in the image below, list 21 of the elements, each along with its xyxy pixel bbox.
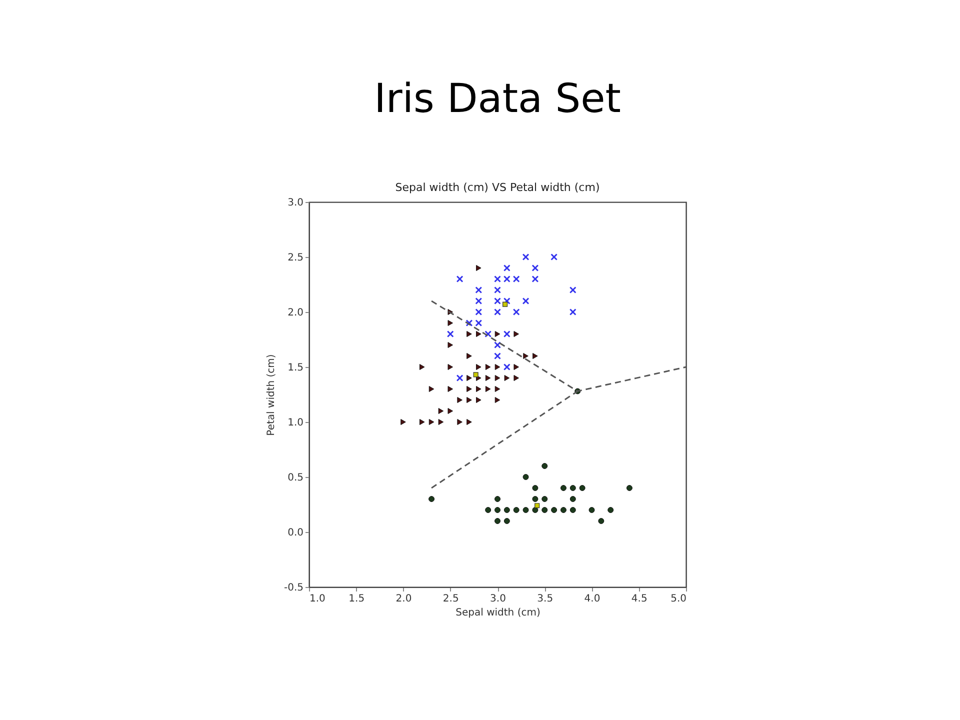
x-tick-label: 3.5	[537, 594, 554, 604]
chart-subtitle: Sepal width (cm) VS Petal width (cm)	[395, 181, 600, 194]
y-tick-label: 3.0	[288, 198, 304, 208]
x-tick-label: 5.0	[670, 594, 686, 604]
x-tick-label: 2.0	[396, 594, 412, 604]
x-tick-label: 4.5	[631, 594, 648, 604]
x-tick-label: 3.0	[490, 594, 506, 604]
x-tick-label: 1.0	[310, 594, 326, 604]
y-axis-title: Petal width (cm)	[266, 354, 277, 436]
x-axis-title: Sepal width (cm)	[456, 608, 540, 618]
y-tick-label: 1.0	[288, 418, 304, 428]
chart-title: Iris Data Set	[374, 76, 621, 122]
x-tick-label: 2.5	[442, 594, 459, 604]
y-tick-label: -0.5	[284, 582, 304, 594]
y-tick-label: 1.5	[288, 362, 304, 374]
y-tick-label: 0.5	[288, 472, 304, 484]
x-tick-label: 4.0	[584, 594, 600, 604]
y-tick-label: 0.0	[288, 528, 304, 538]
x-tick-label: 1.5	[348, 594, 365, 604]
y-tick-label: 2.0	[288, 308, 304, 318]
y-tick-label: 2.5	[288, 252, 304, 264]
